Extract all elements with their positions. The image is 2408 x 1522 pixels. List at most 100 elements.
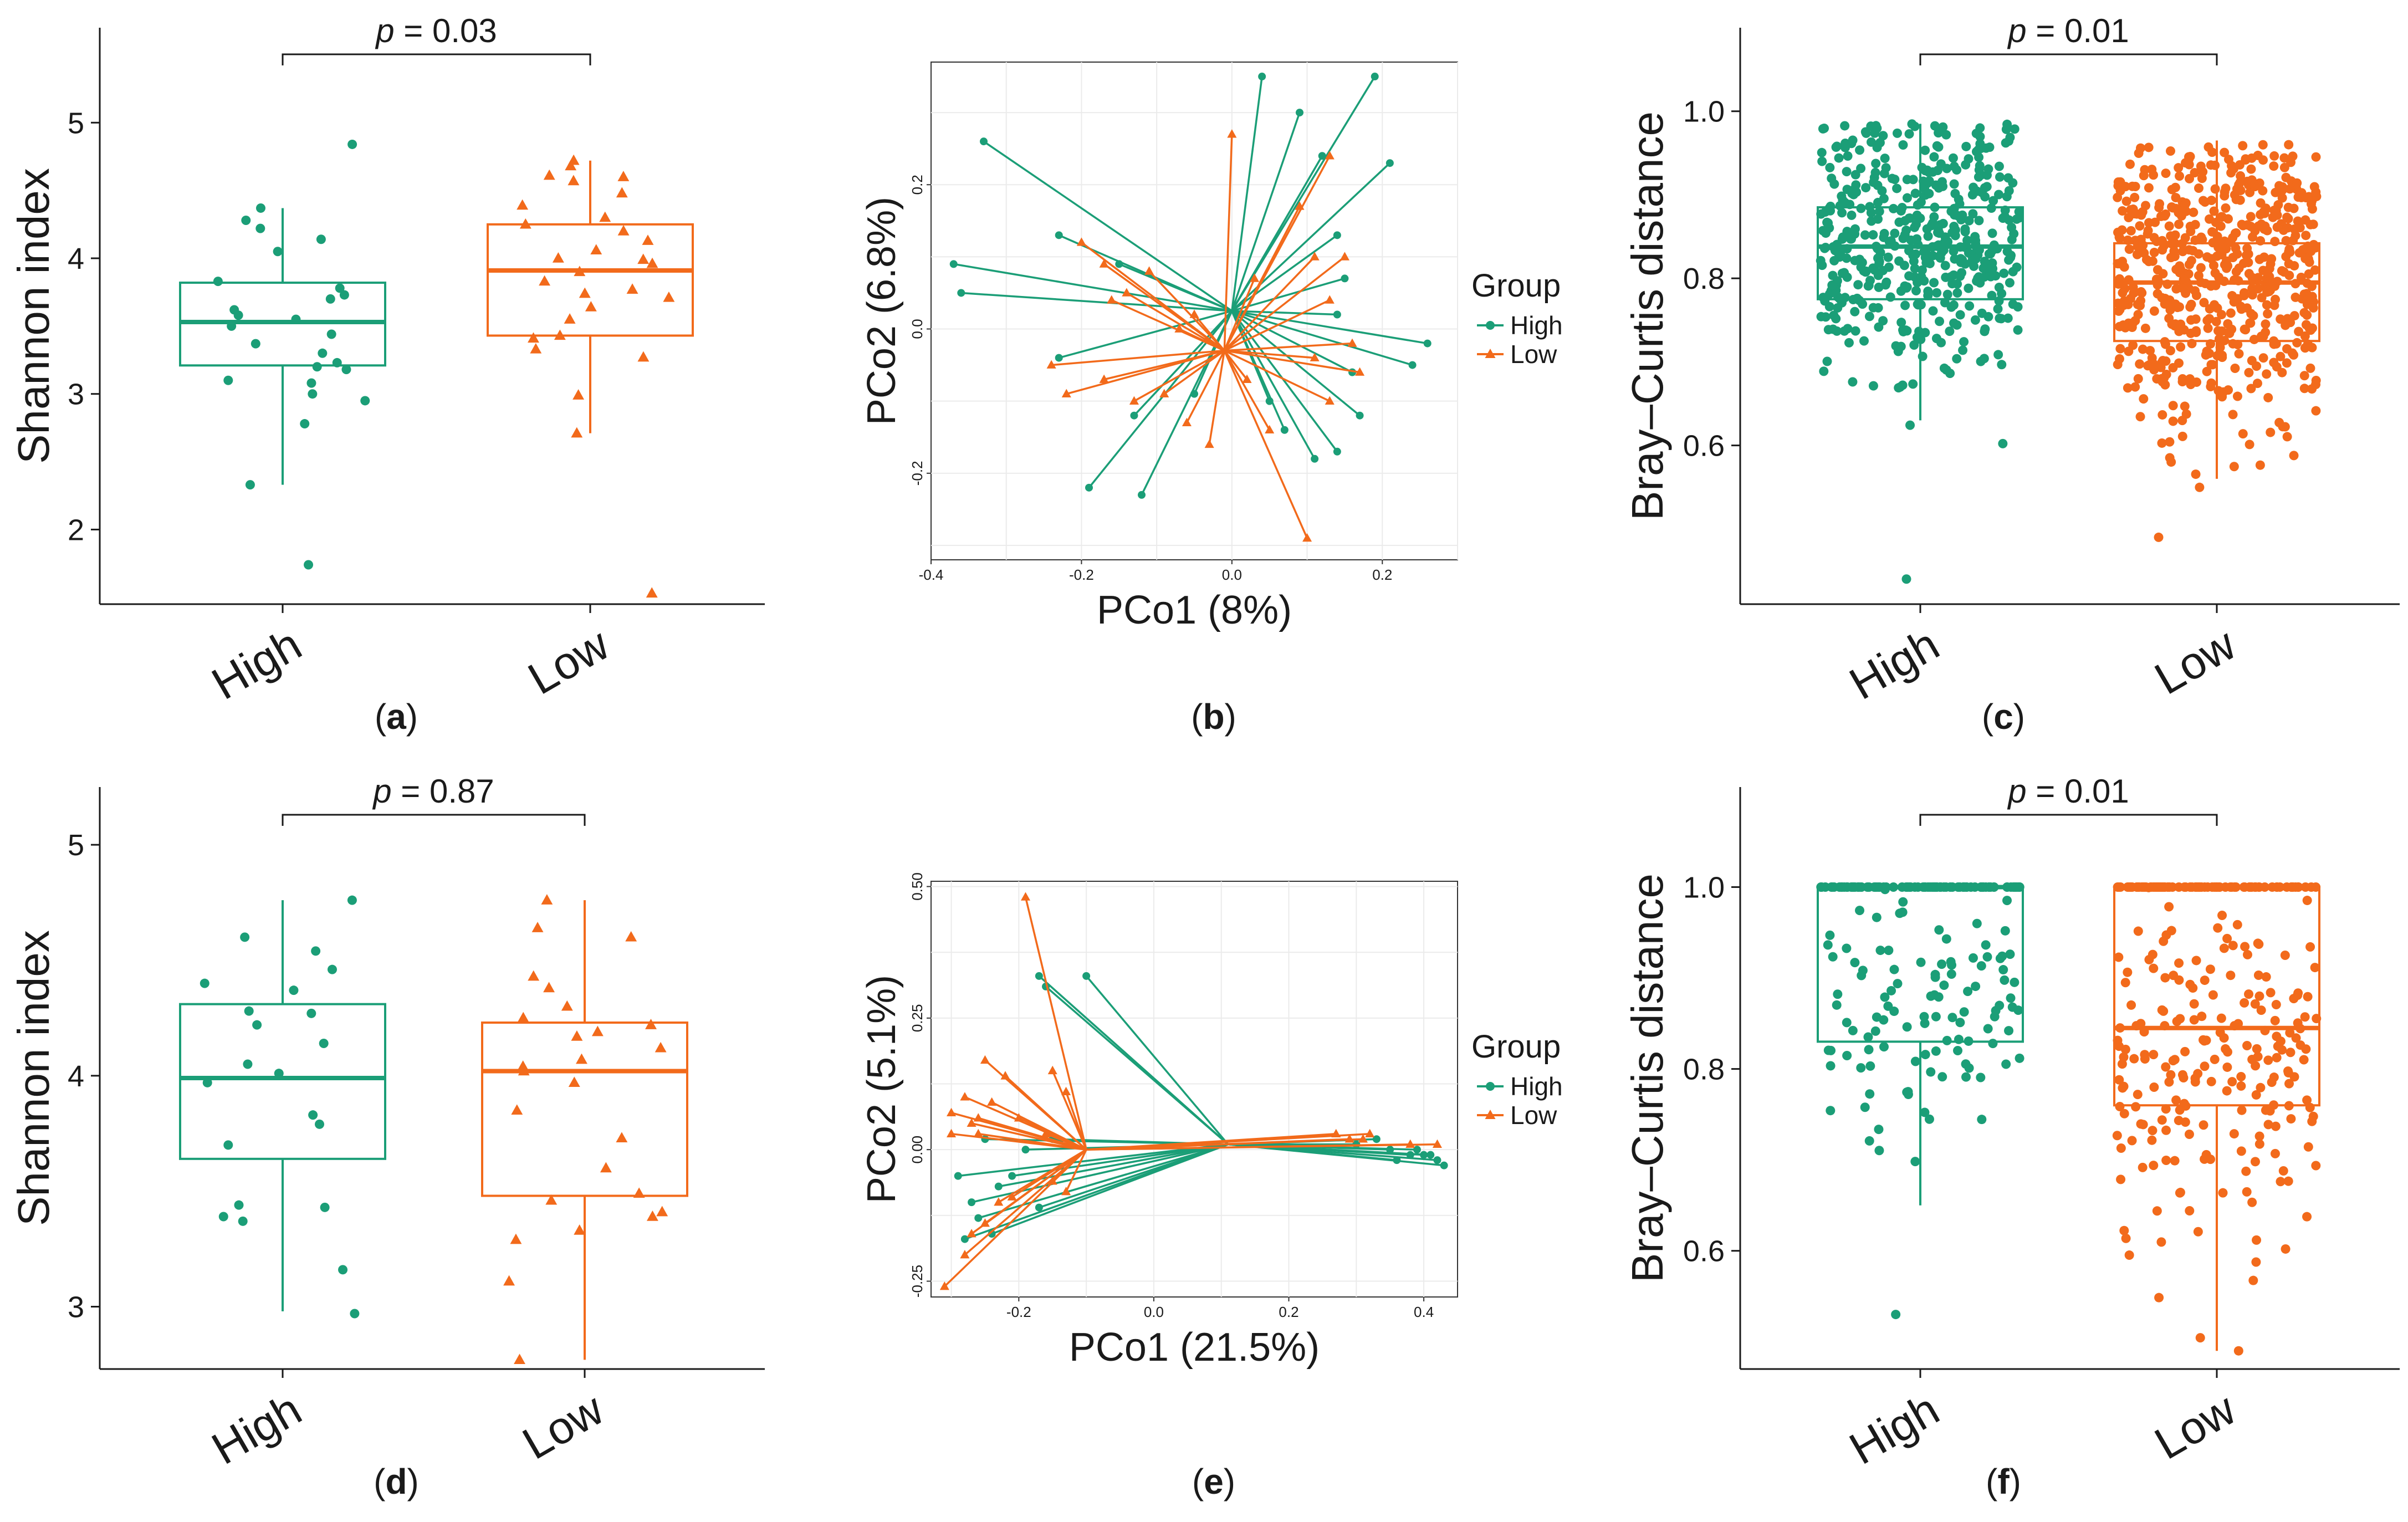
spider-line: [984, 1148, 1087, 1224]
data-point: [2311, 152, 2321, 162]
data-point: [1976, 1072, 1986, 1082]
data-point: [2144, 218, 2154, 228]
spider-line: [1231, 112, 1301, 311]
data-point: [2140, 1050, 2150, 1060]
data-point: [1988, 196, 1998, 206]
data-point: [2279, 153, 2289, 163]
data-point: [2157, 1115, 2167, 1125]
data-point: [2200, 882, 2210, 892]
data-point: [2262, 369, 2272, 379]
data-point: [2199, 298, 2209, 308]
data-point: [2277, 182, 2287, 192]
data-point: [274, 1069, 284, 1079]
spider-line: [1223, 278, 1256, 351]
data-point: [1899, 261, 1909, 270]
data-point: [1829, 256, 1839, 265]
data-point: [245, 480, 255, 490]
y-tick-label: -0.25: [909, 1265, 926, 1298]
data-point: [1950, 231, 1960, 241]
data-point: [1950, 254, 1960, 264]
data-point: [2144, 257, 2154, 267]
x-tick-label: 0.2: [1372, 566, 1392, 583]
data-point: [1896, 206, 1906, 216]
pvalue-bracket: [282, 53, 591, 65]
data-point: [2217, 249, 2227, 259]
data-point: [1977, 308, 1987, 318]
data-point: [2191, 328, 2201, 338]
points-high: [200, 895, 360, 1319]
data-point: [1061, 1086, 1071, 1096]
data-point: [2136, 234, 2146, 244]
y-tick-label: 0.6: [1683, 1235, 1725, 1268]
data-point: [1041, 1128, 1051, 1137]
data-point: [1885, 292, 1895, 302]
spider-line: [983, 140, 1233, 312]
data-point: [1931, 1012, 1941, 1022]
data-point: [1872, 1012, 1882, 1022]
data-point: [1930, 972, 1940, 982]
data-point: [1994, 161, 2004, 171]
data-point: [2175, 171, 2185, 181]
data-point: [2169, 246, 2179, 256]
data-point: [2247, 232, 2257, 242]
data-point: [1949, 300, 1959, 310]
data-point: [2159, 1006, 2169, 1016]
data-point: [2003, 313, 2013, 323]
data-point: [2229, 1129, 2239, 1139]
data-point: [1880, 992, 1890, 1002]
data-point: [1817, 882, 1827, 892]
data-point: [633, 1187, 645, 1198]
data-point: [1929, 278, 1939, 288]
data-point: [1964, 216, 1974, 226]
data-point: [2213, 923, 2223, 933]
data-point: [1848, 1025, 1858, 1035]
data-point: [1920, 328, 1930, 338]
data-point: [1942, 1035, 1952, 1045]
panel-e: -0.2 0.0 0.2 0.4 -0.25 0.00 0.25 0.50 PCo1 (21.5…: [860, 872, 1563, 1501]
data-point: [2186, 256, 2196, 265]
data-point: [1347, 338, 1357, 347]
data-point: [1859, 336, 1869, 346]
x-tick-label: -0.2: [1006, 1304, 1031, 1320]
data-point: [200, 978, 209, 988]
data-point: [568, 1076, 580, 1087]
data-point: [2199, 1035, 2208, 1045]
data-point: [2199, 1120, 2208, 1130]
data-point: [2229, 462, 2239, 472]
data-point: [335, 283, 345, 293]
data-point: [2116, 1143, 2126, 1153]
data-point: [1940, 238, 1950, 248]
data-point: [1355, 367, 1365, 376]
plot-area: [931, 881, 1458, 1298]
data-point: [2281, 172, 2291, 182]
data-point: [1331, 1128, 1341, 1137]
data-point: [2244, 989, 2254, 999]
data-point: [1904, 213, 1914, 223]
spider-line: [1059, 310, 1233, 359]
data-point: [1007, 1192, 1017, 1201]
data-point: [1856, 164, 1866, 173]
data-point: [1962, 236, 1972, 246]
data-point: [2131, 1021, 2141, 1031]
data-point: [2276, 314, 2286, 324]
spider-line: [1231, 310, 1337, 316]
spider-line: [1185, 350, 1225, 423]
x-tick-label: High: [203, 619, 310, 709]
panel-c: 0.6 0.8 1.0 Bray–Curtis distance High Low p = …: [1623, 12, 2400, 737]
data-point: [1909, 340, 1919, 350]
data-point: [568, 154, 580, 165]
data-point: [1961, 141, 1971, 151]
data-point: [2124, 275, 2134, 285]
data-point: [1035, 1203, 1043, 1212]
data-point: [2249, 334, 2259, 344]
data-point: [218, 1212, 228, 1222]
data-point: [1898, 326, 1908, 336]
data-point: [1826, 1106, 1836, 1116]
data-point: [541, 894, 553, 905]
data-point: [2208, 238, 2218, 248]
data-point: [954, 1172, 962, 1180]
data-point: [2174, 302, 2184, 312]
spider-line: [1011, 1143, 1229, 1177]
data-point: [2227, 1077, 2237, 1087]
data-point: [1864, 280, 1874, 290]
